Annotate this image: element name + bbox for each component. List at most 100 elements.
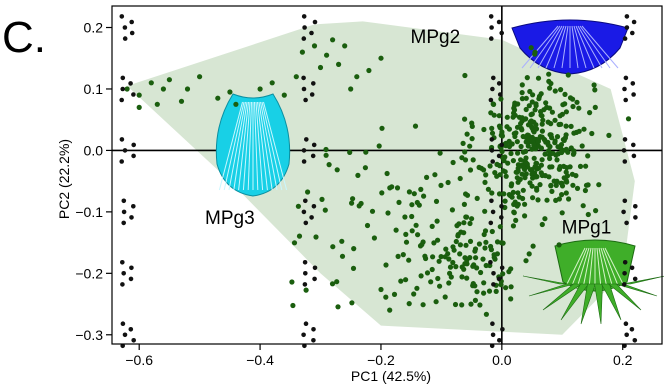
specimen-point bbox=[124, 86, 130, 92]
axes: −0.6 −0.4 −0.2 0.0 0.2 0.2 0.1 0.0 −0.1 −0.2 −0.3 bbox=[75, 20, 632, 368]
specimen-point bbox=[437, 283, 443, 289]
specimen-point bbox=[349, 200, 355, 206]
shape-marker-point bbox=[499, 30, 505, 36]
shape-marker-point bbox=[622, 343, 627, 349]
specimen-point bbox=[533, 122, 539, 128]
specimen-point bbox=[469, 136, 475, 142]
specimen-point bbox=[488, 243, 494, 250]
specimen-point bbox=[500, 240, 506, 246]
shield-rib bbox=[600, 247, 614, 289]
specimen-point bbox=[415, 232, 421, 238]
specimen-point bbox=[587, 110, 593, 116]
shape-marker-point bbox=[499, 204, 504, 209]
shape-marker-point bbox=[303, 271, 308, 276]
specimen-point bbox=[369, 208, 376, 214]
specimen-point bbox=[435, 275, 441, 282]
specimen-point bbox=[433, 198, 440, 204]
specimen-point bbox=[487, 163, 493, 169]
specimen-point bbox=[513, 130, 519, 136]
specimen-point bbox=[542, 151, 548, 157]
specimen-point bbox=[533, 103, 539, 109]
specimen-point bbox=[515, 168, 521, 174]
shape-marker-point bbox=[119, 137, 125, 142]
specimen-point bbox=[339, 238, 345, 244]
shape-marker-point bbox=[497, 92, 503, 97]
x-tick-label: −0.6 bbox=[125, 352, 153, 368]
specimen-point bbox=[564, 173, 571, 179]
specimen-point bbox=[573, 173, 579, 179]
specimen-point bbox=[549, 109, 556, 115]
shape-marker-point bbox=[120, 282, 125, 287]
specimen-point bbox=[579, 143, 585, 149]
specimen-point bbox=[166, 77, 172, 83]
specimen-point bbox=[528, 45, 534, 51]
specimen-point bbox=[520, 163, 526, 169]
shape-marker-point bbox=[301, 332, 306, 338]
shape-marker-point bbox=[621, 209, 626, 215]
specimen-point bbox=[323, 152, 329, 158]
shape-marker-point bbox=[631, 92, 636, 97]
specimen-point bbox=[546, 152, 553, 158]
specimen-point bbox=[450, 159, 456, 166]
shape-marker-point bbox=[629, 327, 635, 332]
specimen-point bbox=[362, 165, 368, 171]
shield-rib bbox=[564, 247, 586, 289]
specimen-point bbox=[528, 112, 534, 118]
specimen-point bbox=[504, 114, 510, 120]
specimen-point bbox=[547, 105, 553, 111]
specimen-point bbox=[564, 179, 570, 185]
specimen-point bbox=[424, 174, 430, 180]
specimen-point bbox=[570, 103, 576, 110]
specimen-point bbox=[403, 277, 409, 283]
specimen-point bbox=[543, 100, 549, 106]
shape-marker-point bbox=[631, 153, 637, 159]
specimen-point bbox=[562, 91, 568, 97]
specimen-point bbox=[596, 182, 602, 188]
specimen-point bbox=[529, 125, 536, 131]
specimen-point bbox=[547, 85, 553, 91]
specimen-point bbox=[456, 221, 462, 227]
specimen-point bbox=[525, 122, 532, 128]
specimen-point bbox=[536, 96, 542, 102]
specimen-point bbox=[541, 136, 547, 142]
shield-rib bbox=[604, 247, 626, 289]
specimen-point bbox=[446, 256, 452, 262]
shape-marker-point bbox=[311, 338, 316, 343]
specimen-point bbox=[500, 271, 506, 277]
specimen-point bbox=[351, 246, 357, 252]
specimen-point bbox=[295, 203, 301, 209]
shape-marker-point bbox=[122, 148, 128, 153]
specimen-point bbox=[510, 189, 516, 195]
specimen-point bbox=[455, 232, 461, 238]
specimen-point bbox=[511, 105, 517, 111]
specimen-point bbox=[438, 182, 444, 188]
fan-rib bbox=[545, 25, 565, 69]
specimen-point bbox=[548, 182, 554, 188]
shape-marker-point bbox=[489, 36, 494, 41]
shape-marker-point bbox=[622, 137, 628, 142]
shape-marker-point bbox=[301, 86, 307, 92]
shape-marker-point bbox=[623, 75, 629, 81]
specimen-point bbox=[526, 103, 532, 109]
specimen-point bbox=[539, 128, 546, 134]
shape-marker-point bbox=[499, 265, 505, 271]
specimen-point bbox=[523, 95, 529, 101]
group-label-mpg1: MPg1 bbox=[562, 217, 612, 238]
specimen-point bbox=[546, 71, 552, 77]
specimen-point bbox=[508, 284, 514, 290]
specimen-point bbox=[573, 129, 580, 135]
specimen-point bbox=[530, 195, 536, 201]
specimen-point bbox=[363, 149, 369, 155]
specimen-point bbox=[516, 194, 522, 200]
shape-marker-point bbox=[121, 271, 126, 276]
specimen-point bbox=[154, 101, 160, 107]
specimen-point bbox=[324, 52, 330, 58]
specimen-point bbox=[509, 181, 515, 187]
specimen-point bbox=[552, 138, 558, 144]
shape-marker-point bbox=[489, 25, 494, 30]
specimen-point bbox=[483, 262, 489, 269]
specimen-point bbox=[472, 297, 478, 303]
specimen-point bbox=[313, 234, 319, 240]
specimen-point bbox=[414, 285, 420, 291]
